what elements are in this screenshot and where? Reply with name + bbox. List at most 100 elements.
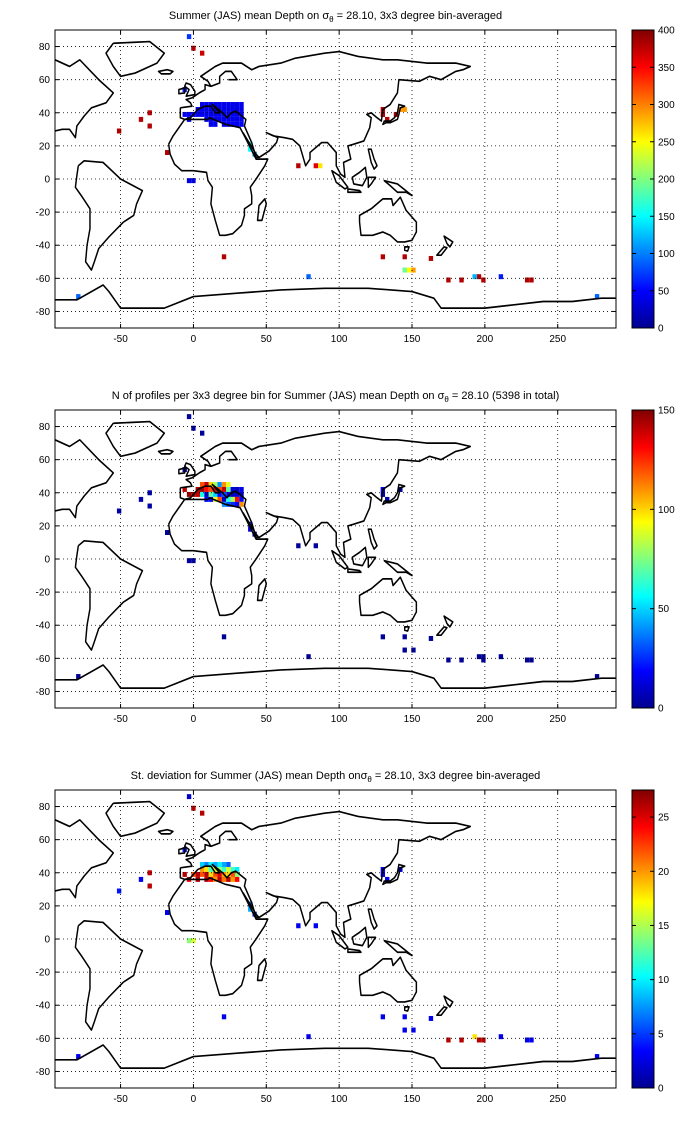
y-tick-label: -20 xyxy=(36,208,51,219)
data-bin xyxy=(199,862,205,867)
data-bin xyxy=(402,634,407,640)
data-bin xyxy=(208,111,214,117)
data-bin xyxy=(226,876,231,882)
data-bin xyxy=(318,163,323,169)
data-bin xyxy=(524,657,530,663)
title-symbol: σ xyxy=(361,770,368,782)
data-bin xyxy=(472,274,477,280)
data-bin xyxy=(481,657,486,663)
data-bin xyxy=(213,106,218,112)
data-bin xyxy=(138,876,144,882)
colorbar-tick-label: 50 xyxy=(658,286,670,297)
y-tick-label: -60 xyxy=(36,654,51,665)
data-bin xyxy=(213,102,218,107)
data-bin xyxy=(213,862,218,867)
y-tick-label: 40 xyxy=(39,488,51,499)
data-bin xyxy=(234,871,240,877)
data-bin xyxy=(147,883,152,889)
data-bin xyxy=(199,871,205,877)
data-bin xyxy=(239,496,244,502)
x-tick-label: 150 xyxy=(404,714,421,725)
data-bin xyxy=(165,910,170,915)
y-tick-label: 80 xyxy=(39,422,51,433)
data-bin xyxy=(226,482,231,487)
colorbar-gradient xyxy=(631,789,655,1089)
data-bin xyxy=(446,1037,451,1043)
title-symbol: σ xyxy=(322,10,329,22)
data-bin xyxy=(380,1014,386,1020)
data-bin xyxy=(204,491,209,497)
data-bin xyxy=(208,106,214,112)
data-bin xyxy=(498,274,504,280)
data-bin xyxy=(226,491,231,497)
title-subscript: θ xyxy=(444,395,449,404)
data-bin xyxy=(208,482,214,487)
title-subscript: θ xyxy=(329,15,334,24)
panel-depth: Summer (JAS) mean Depth on σθ = 28.10, 3… xyxy=(36,10,676,345)
data-bin xyxy=(476,1037,482,1043)
data-bin xyxy=(191,558,196,564)
data-bin xyxy=(208,496,214,502)
data-bin xyxy=(116,508,122,514)
data-bin xyxy=(186,414,192,420)
colorbar-tick-label: 0 xyxy=(658,704,664,715)
data-bin xyxy=(313,923,319,929)
data-bin xyxy=(182,871,187,877)
y-tick-label: 60 xyxy=(39,455,51,466)
data-bin xyxy=(230,111,235,117)
data-bin xyxy=(186,178,192,184)
y-tick-label: -40 xyxy=(36,241,51,252)
data-bin xyxy=(385,116,390,122)
data-bin xyxy=(199,486,205,492)
data-bin xyxy=(195,111,200,117)
data-bin xyxy=(204,871,209,877)
data-bin xyxy=(217,876,222,882)
grid xyxy=(55,410,616,708)
title-prefix: N of profiles per 3x3 degree bin for Sum… xyxy=(112,390,438,402)
data-bin xyxy=(191,938,196,944)
colorbar: 0 50 100 150 200 250 300 350 400 xyxy=(631,26,675,335)
x-tick-label: 50 xyxy=(261,1094,273,1105)
x-tick-label: 250 xyxy=(549,714,566,725)
data-bin xyxy=(226,871,231,877)
data-bin xyxy=(226,102,231,107)
data-bin xyxy=(428,1015,434,1021)
map-layer xyxy=(55,794,616,1069)
data-bin xyxy=(186,111,192,117)
data-bin xyxy=(208,121,214,127)
data-bin xyxy=(165,530,170,535)
data-bin xyxy=(204,866,209,872)
data-bin xyxy=(529,277,534,283)
data-bin xyxy=(234,876,240,882)
y-tick-label: -80 xyxy=(36,687,51,698)
data-bin xyxy=(226,116,231,122)
data-bin xyxy=(221,862,227,867)
data-bin xyxy=(221,866,227,872)
data-bin xyxy=(594,294,600,300)
data-bin xyxy=(406,267,412,273)
panel-nprofiles: N of profiles per 3x3 degree bin for Sum… xyxy=(36,390,676,725)
data-bin xyxy=(498,654,504,660)
x-tick-label: 0 xyxy=(191,1094,197,1105)
data-bin xyxy=(182,111,187,117)
data-bin xyxy=(199,866,205,872)
data-bin xyxy=(529,1037,534,1043)
data-bin xyxy=(476,654,482,660)
y-tick-label: -40 xyxy=(36,621,51,632)
data-bin xyxy=(524,1037,530,1043)
y-tick-label: -60 xyxy=(36,1034,51,1045)
data-bin xyxy=(234,111,240,117)
data-bin xyxy=(524,277,530,283)
data-bin xyxy=(221,1014,227,1020)
data-bin xyxy=(204,106,209,112)
colorbar-tick-label: 300 xyxy=(658,100,675,111)
x-tick-label: 200 xyxy=(477,1094,494,1105)
data-bin xyxy=(147,123,152,129)
data-bin xyxy=(239,106,244,112)
data-bin xyxy=(208,491,214,497)
colorbar: 0 50 100 150 xyxy=(631,406,675,715)
grid xyxy=(55,30,616,328)
data-bin xyxy=(234,106,240,112)
data-bin xyxy=(213,111,218,117)
colorbar-tick-label: 250 xyxy=(658,137,675,148)
